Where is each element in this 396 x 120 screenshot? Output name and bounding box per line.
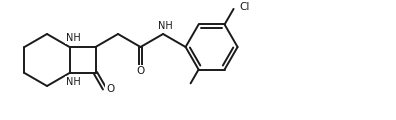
Text: O: O [137,66,145,76]
Text: O: O [107,84,114,94]
Text: NH: NH [66,77,81,87]
Text: NH: NH [66,33,81,43]
Text: NH: NH [158,21,172,31]
Text: Cl: Cl [240,2,250,12]
